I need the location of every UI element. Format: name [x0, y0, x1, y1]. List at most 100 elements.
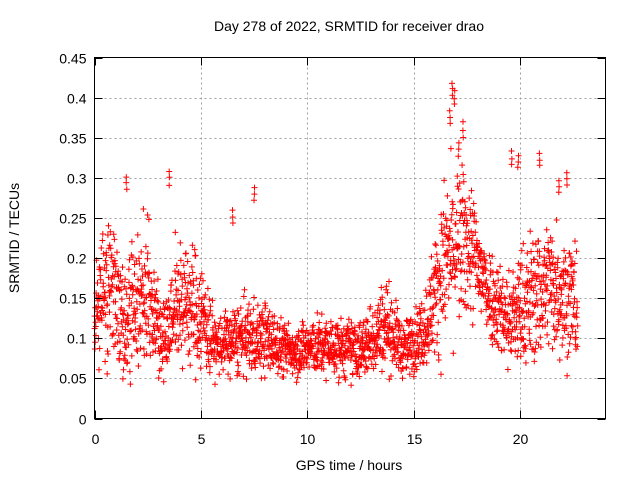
data-point	[533, 290, 540, 297]
data-point	[249, 320, 256, 327]
data-point	[141, 262, 148, 269]
data-point	[481, 250, 488, 257]
data-point	[131, 261, 138, 268]
data-point	[551, 266, 558, 273]
data-point	[507, 319, 514, 326]
data-point	[116, 338, 123, 345]
data-point	[536, 150, 543, 157]
data-point	[106, 242, 113, 249]
data-point	[432, 241, 439, 247]
data-point	[252, 364, 259, 371]
data-point	[434, 286, 441, 293]
data-point	[495, 277, 502, 284]
data-point	[392, 355, 398, 362]
data-point	[517, 330, 524, 337]
data-point	[268, 345, 275, 352]
data-point	[563, 175, 570, 182]
data-point	[423, 359, 430, 366]
data-point	[564, 302, 570, 309]
data-point	[450, 253, 457, 260]
data-point	[240, 293, 247, 300]
data-point	[386, 278, 392, 285]
data-point	[239, 330, 246, 337]
data-point	[382, 355, 388, 362]
data-point	[536, 322, 543, 329]
data-point	[483, 277, 490, 283]
data-point	[530, 309, 537, 316]
data-point	[391, 309, 398, 316]
data-point	[515, 159, 522, 165]
data-point	[502, 295, 509, 302]
data-point	[435, 319, 442, 326]
data-point	[173, 332, 180, 339]
data-point	[312, 340, 318, 347]
data-point	[571, 269, 577, 276]
data-point	[504, 310, 511, 317]
data-point	[209, 297, 216, 304]
data-point	[251, 191, 258, 198]
data-point	[446, 107, 453, 114]
data-point	[372, 309, 378, 316]
data-point	[254, 302, 261, 309]
data-point	[523, 298, 530, 305]
data-point	[278, 314, 284, 321]
data-point	[124, 321, 131, 328]
data-point	[429, 274, 436, 281]
data-point	[452, 274, 458, 281]
data-point	[424, 324, 431, 331]
data-point	[105, 222, 112, 229]
data-point	[119, 278, 125, 285]
data-point	[161, 345, 168, 352]
data-point	[548, 249, 555, 255]
data-point	[516, 312, 523, 319]
data-point	[200, 325, 207, 331]
data-point	[166, 311, 173, 318]
data-point	[212, 381, 218, 388]
data-point	[179, 365, 186, 372]
data-point	[371, 355, 378, 362]
data-point	[382, 319, 389, 326]
data-point	[533, 323, 539, 330]
data-point	[508, 148, 515, 154]
data-point	[281, 322, 288, 329]
data-point	[542, 262, 549, 269]
data-point	[531, 256, 538, 263]
data-point	[379, 294, 386, 301]
data-point	[151, 269, 157, 276]
data-point	[261, 374, 268, 381]
data-point	[455, 229, 461, 235]
data-point	[127, 381, 134, 388]
data-point	[434, 258, 441, 264]
data-point	[433, 251, 440, 258]
data-point	[485, 290, 492, 297]
data-point	[329, 324, 336, 331]
data-point	[137, 322, 144, 329]
data-point	[374, 352, 380, 359]
data-point	[172, 277, 179, 284]
data-point	[460, 118, 466, 125]
data-point	[134, 306, 141, 313]
data-point	[332, 342, 338, 349]
data-point	[435, 357, 442, 363]
data-point	[222, 335, 229, 342]
data-point	[246, 301, 252, 308]
data-point	[476, 240, 483, 247]
y-tick-label: 0.35	[59, 131, 86, 147]
data-point	[431, 349, 438, 355]
data-point	[545, 340, 552, 347]
data-point	[115, 320, 121, 327]
x-tick-label: 5	[198, 431, 206, 447]
data-point	[513, 324, 520, 330]
data-point	[347, 337, 354, 344]
data-point	[186, 272, 193, 279]
data-point	[156, 327, 163, 334]
data-point	[296, 366, 303, 373]
data-point	[273, 335, 280, 342]
data-point	[190, 282, 197, 289]
x-tick-label: 0	[92, 431, 100, 447]
data-point	[315, 345, 322, 352]
data-point	[553, 333, 560, 340]
data-point	[508, 338, 514, 345]
data-point	[139, 291, 146, 298]
data-point	[259, 315, 266, 322]
